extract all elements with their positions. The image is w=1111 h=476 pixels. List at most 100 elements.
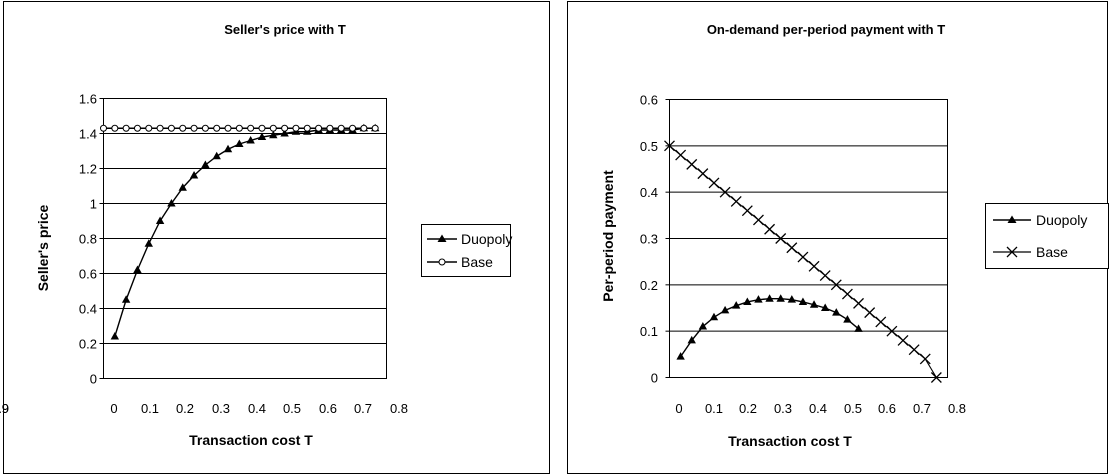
chart-2-legend-duopoly: Duopoly bbox=[993, 212, 1087, 228]
data-point-x bbox=[708, 177, 720, 189]
data-point-x bbox=[797, 251, 809, 263]
data-point-triangle bbox=[743, 297, 752, 305]
y-tick-label: 0.2 bbox=[640, 278, 658, 293]
data-point-circle bbox=[224, 124, 232, 132]
data-point-triangle bbox=[709, 312, 719, 321]
data-point-x bbox=[930, 372, 942, 383]
y-tick-label: 0.1 bbox=[640, 324, 658, 339]
x-tick-label: 0.8 bbox=[390, 401, 408, 416]
y-tick-label: 0.5 bbox=[640, 139, 658, 154]
chart-1-title: Seller's price with T bbox=[224, 22, 346, 37]
chart-2-title: On-demand per-period payment with T bbox=[707, 22, 945, 37]
data-point-circle bbox=[292, 124, 300, 132]
legend-label-base: Base bbox=[1036, 244, 1068, 260]
data-point-circle bbox=[247, 124, 255, 132]
data-point-circle bbox=[371, 124, 379, 132]
y-tick-label: 0 bbox=[90, 372, 97, 387]
data-point-triangle bbox=[144, 239, 153, 247]
chart-1-y-axis-label: Seller's price bbox=[35, 204, 51, 291]
data-point-x bbox=[919, 353, 931, 365]
data-point-circle bbox=[190, 124, 198, 132]
data-point-triangle bbox=[754, 295, 763, 303]
data-point-triangle bbox=[280, 129, 289, 137]
data-point-triangle bbox=[121, 295, 131, 303]
series-base bbox=[100, 124, 379, 132]
chart-1-legend-duopoly: Duopoly bbox=[427, 231, 512, 247]
x-tick-label: 0.6 bbox=[878, 401, 896, 416]
series-duopoly bbox=[676, 294, 863, 360]
data-point-x bbox=[753, 214, 764, 226]
data-point-x bbox=[686, 158, 698, 170]
data-point-x bbox=[841, 288, 853, 300]
y-tick-label: 0.8 bbox=[79, 232, 97, 247]
legend-circle-marker-icon bbox=[438, 258, 446, 266]
data-point-circle bbox=[360, 124, 368, 132]
data-point-x bbox=[875, 316, 887, 328]
x-tick-label: 0.4 bbox=[809, 401, 827, 416]
data-point-triangle bbox=[189, 171, 199, 179]
data-point-circle bbox=[145, 124, 153, 132]
y-tick-label: 1.2 bbox=[79, 162, 97, 177]
legend-triangle-marker-icon bbox=[437, 234, 447, 242]
y-tick-label: 0 bbox=[651, 371, 658, 386]
data-point-circle bbox=[235, 124, 243, 132]
x-tick-label: 0.4 bbox=[248, 401, 266, 416]
data-point-triangle bbox=[155, 216, 165, 224]
data-point-x bbox=[853, 297, 864, 309]
data-point-triangle bbox=[843, 315, 852, 323]
data-point-x bbox=[697, 168, 709, 180]
data-point-circle bbox=[326, 124, 334, 132]
y-tick-label: 1.6 bbox=[79, 92, 97, 107]
chart-1-x-ticks: 0 0.1 0.2 0.3 0.4 0.5 0.6 0.7 0.8 0.9 bbox=[0, 401, 408, 416]
x-tick-label: 0.5 bbox=[283, 401, 301, 416]
data-point-triangle bbox=[809, 300, 819, 308]
x-tick-label: 0.9 bbox=[0, 401, 9, 416]
data-point-triangle bbox=[133, 265, 142, 273]
y-tick-label: 1 bbox=[90, 197, 97, 212]
x-tick-label: 0.2 bbox=[739, 401, 757, 416]
data-point-triangle bbox=[687, 335, 696, 344]
data-point-circle bbox=[258, 124, 266, 132]
data-point-x bbox=[730, 195, 742, 207]
data-point-x bbox=[908, 344, 920, 356]
x-tick-label: 0 bbox=[675, 401, 682, 416]
data-point-triangle bbox=[246, 136, 255, 144]
legend-label-base: Base bbox=[461, 254, 493, 270]
x-tick-label: 0.8 bbox=[948, 401, 966, 416]
chart-2-gridlines bbox=[669, 145, 948, 332]
x-tick-label: 0.3 bbox=[774, 401, 792, 416]
chart-1-legend-box bbox=[421, 224, 511, 277]
x-tick-label: 0.1 bbox=[141, 401, 159, 416]
chart-1-gridlines bbox=[103, 133, 387, 344]
data-point-x bbox=[786, 242, 798, 254]
chart-2-plot-area bbox=[669, 99, 948, 378]
data-point-circle bbox=[349, 124, 357, 132]
data-point-triangle bbox=[732, 301, 741, 309]
data-point-triangle bbox=[720, 305, 730, 314]
data-point-circle bbox=[100, 124, 107, 132]
data-point-triangle bbox=[257, 132, 267, 140]
data-point-triangle bbox=[765, 294, 774, 302]
data-point-triangle bbox=[698, 322, 708, 330]
data-point-circle bbox=[281, 124, 289, 132]
data-point-triangle bbox=[798, 297, 808, 305]
chart-1-y-ticks: 0 0.2 0.4 0.6 0.8 1 1.2 1.4 1.6 bbox=[79, 92, 104, 387]
legend-label-duopoly: Duopoly bbox=[461, 231, 512, 247]
data-point-triangle bbox=[676, 352, 685, 360]
series-base bbox=[664, 140, 942, 383]
data-point-triangle bbox=[110, 332, 120, 340]
chart-2-legend: Duopoly Base bbox=[985, 203, 1109, 269]
legend-label-duopoly: Duopoly bbox=[1036, 212, 1087, 228]
y-tick-label: 0.4 bbox=[79, 302, 97, 317]
data-point-x bbox=[819, 270, 831, 282]
data-point-circle bbox=[269, 124, 277, 132]
data-point-triangle bbox=[201, 160, 210, 168]
data-point-circle bbox=[315, 124, 323, 132]
data-point-triangle bbox=[223, 144, 233, 153]
x-tick-label: 0.2 bbox=[176, 401, 194, 416]
x-tick-label: 0.5 bbox=[844, 401, 862, 416]
data-point-x bbox=[808, 260, 820, 272]
chart-2-legend-box bbox=[985, 203, 1109, 269]
data-point-x bbox=[886, 325, 898, 337]
